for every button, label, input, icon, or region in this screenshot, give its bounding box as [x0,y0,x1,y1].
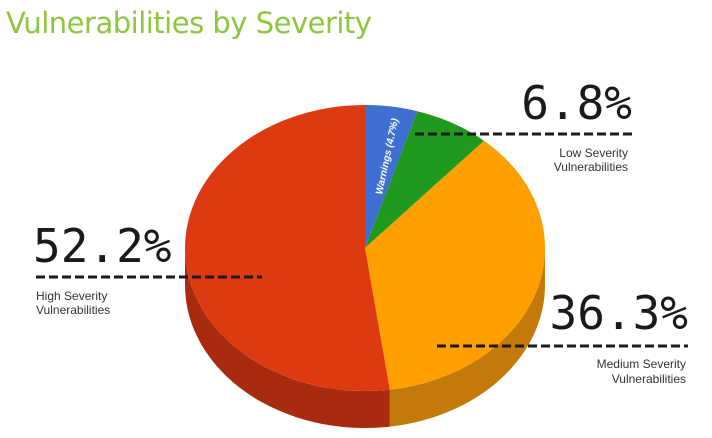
pie-slice-low [365,111,485,248]
caption-high-line2: Vulnerabilities [36,303,110,317]
pct-label-medium: 36.3% [550,286,688,340]
pie-slice-warnings [365,105,418,248]
pct-label-high: 52.2% [33,219,171,273]
caption-low-line1: Low Severity [559,146,628,160]
caption-high-line1: High Severity [36,289,107,303]
pie-side-medium [389,248,545,427]
pie-side-high [185,248,390,428]
pct-label-low: 6.8% [521,76,632,130]
pie-slice-high [184,105,390,392]
caption-medium-line2: Vulnerabilities [612,372,686,386]
caption-low-line2: Vulnerabilities [554,160,628,174]
chart-title: Vulnerabilities by Severity [6,6,372,40]
caption-medium-line1: Medium Severity [597,357,686,371]
pie-slices [184,105,545,392]
pie-depth [185,248,545,428]
pie-slice-medium [365,140,545,390]
